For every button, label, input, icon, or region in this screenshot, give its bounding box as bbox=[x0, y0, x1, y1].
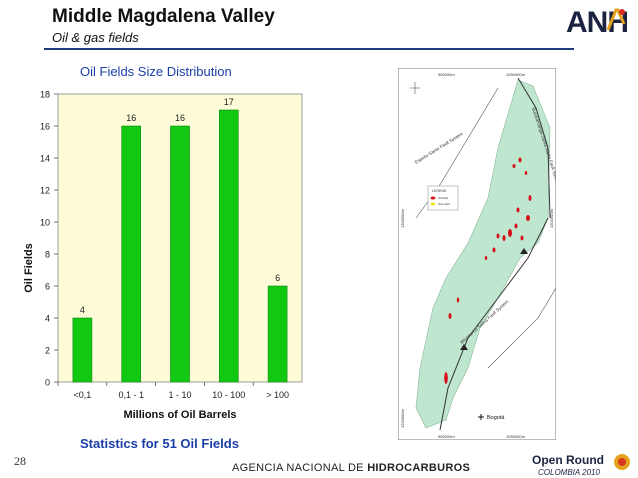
y-axis-label: Oil Fields bbox=[23, 243, 35, 293]
open-round-title: Open Round bbox=[532, 453, 604, 467]
chart-caption: Statistics for 51 Oil Fields bbox=[80, 436, 239, 451]
bar bbox=[72, 317, 93, 383]
y-tick-label: 6 bbox=[45, 282, 50, 292]
open-round-subtitle: COLOMBIA 2010 bbox=[538, 468, 601, 477]
y-tick-label: 8 bbox=[45, 250, 50, 260]
chart-title: Oil Fields Size Distribution bbox=[80, 64, 232, 79]
map-coord-label: 950000m bbox=[438, 434, 455, 439]
oil-field-marker bbox=[514, 223, 518, 229]
x-tick-label: 0,1 - 1 bbox=[118, 390, 144, 400]
oil-field-marker bbox=[526, 215, 530, 221]
map-coord-label: 1300000m bbox=[400, 208, 405, 228]
oil-field-marker bbox=[448, 313, 452, 319]
data-label: 16 bbox=[126, 113, 136, 123]
data-label: 4 bbox=[80, 305, 85, 315]
map-coord-label: 1200000m bbox=[400, 408, 405, 428]
data-label: 16 bbox=[175, 113, 185, 123]
x-tick-label: <0,1 bbox=[74, 390, 92, 400]
fault-line-south bbox=[439, 217, 549, 431]
fault-thrust-marker bbox=[520, 248, 528, 254]
bar bbox=[170, 125, 190, 383]
map-legend-gas-label: Gas field bbox=[438, 202, 450, 206]
legend-gas-swatch bbox=[430, 202, 436, 206]
x-tick-label: > 100 bbox=[266, 390, 289, 400]
legend-oil-swatch bbox=[430, 196, 436, 200]
oil-field-marker bbox=[524, 171, 528, 175]
bar-chart: 0 2 4 6 8 10 12 14 16 18 4 <0,1 16 0,1 - 1 16 1 - 10 17 1… bbox=[23, 90, 303, 421]
basin-map: LEGEND Oil field Gas field 950000m 10500… bbox=[398, 68, 556, 440]
y-tick-label: 4 bbox=[45, 314, 50, 324]
oil-field-marker bbox=[518, 157, 522, 163]
map-legend-title: LEGEND bbox=[432, 189, 447, 193]
oil-field-marker bbox=[484, 256, 488, 260]
slide-title: Middle Magdalena Valley bbox=[52, 6, 275, 27]
city-marker-icon bbox=[478, 414, 484, 420]
x-tick-label: 1 - 10 bbox=[168, 390, 191, 400]
oil-field-marker bbox=[496, 233, 500, 239]
footer-org-bold: HIDROCARBUROS bbox=[367, 462, 471, 474]
fault-line-outer bbox=[487, 287, 556, 369]
oil-field-markers bbox=[444, 157, 532, 384]
data-label: 17 bbox=[224, 97, 234, 107]
oil-field-marker bbox=[444, 372, 448, 384]
map-coord-label: 1300000m bbox=[549, 208, 554, 228]
map-legend: LEGEND Oil field Gas field bbox=[427, 185, 459, 211]
north-arrow-icon bbox=[410, 82, 420, 94]
oil-field-marker bbox=[516, 207, 520, 213]
y-tick-label: 2 bbox=[45, 346, 50, 356]
y-tick-label: 16 bbox=[40, 122, 50, 132]
bar bbox=[121, 125, 141, 383]
oil-field-marker bbox=[508, 229, 512, 237]
y-tick-label: 10 bbox=[40, 218, 50, 228]
y-tick-label: 18 bbox=[40, 90, 50, 100]
footer-organization: AGENCIA NACIONAL DE HIDROCARBUROS bbox=[232, 462, 470, 474]
map-coord-label: 1050000m bbox=[506, 72, 526, 77]
y-tick-label: 14 bbox=[40, 154, 50, 164]
x-axis-label: Millions of Oil Barrels bbox=[123, 409, 236, 421]
y-tick-label: 0 bbox=[45, 378, 50, 388]
page-number: 28 bbox=[14, 454, 26, 468]
x-tick-label: 10 - 100 bbox=[212, 390, 245, 400]
oil-field-marker bbox=[520, 235, 524, 241]
map-legend-oil-label: Oil field bbox=[438, 196, 448, 200]
anh-logo-mark-icon bbox=[606, 8, 626, 31]
fault-line-west bbox=[415, 87, 499, 219]
oil-field-marker bbox=[512, 164, 516, 168]
map-coord-label: 950000m bbox=[438, 72, 455, 77]
map-coord-label: 1050000m bbox=[506, 434, 526, 439]
title-divider bbox=[44, 48, 574, 50]
city-label: Bogotá bbox=[487, 415, 505, 421]
fault-thrust-marker bbox=[460, 344, 468, 350]
oil-field-marker bbox=[456, 297, 460, 303]
oil-field-marker bbox=[528, 195, 532, 201]
slide-subtitle: Oil & gas fields bbox=[52, 30, 139, 45]
bar bbox=[219, 109, 239, 383]
oil-field-marker bbox=[492, 247, 496, 253]
fault-line-east bbox=[517, 77, 551, 219]
y-tick-label: 12 bbox=[40, 186, 50, 196]
footer-org-prefix: AGENCIA NACIONAL DE bbox=[232, 462, 368, 474]
oil-field-marker bbox=[502, 235, 506, 241]
bar bbox=[267, 285, 288, 383]
open-round-logo: Open Round COLOMBIA 2010 bbox=[532, 453, 630, 477]
data-label: 6 bbox=[275, 273, 280, 283]
